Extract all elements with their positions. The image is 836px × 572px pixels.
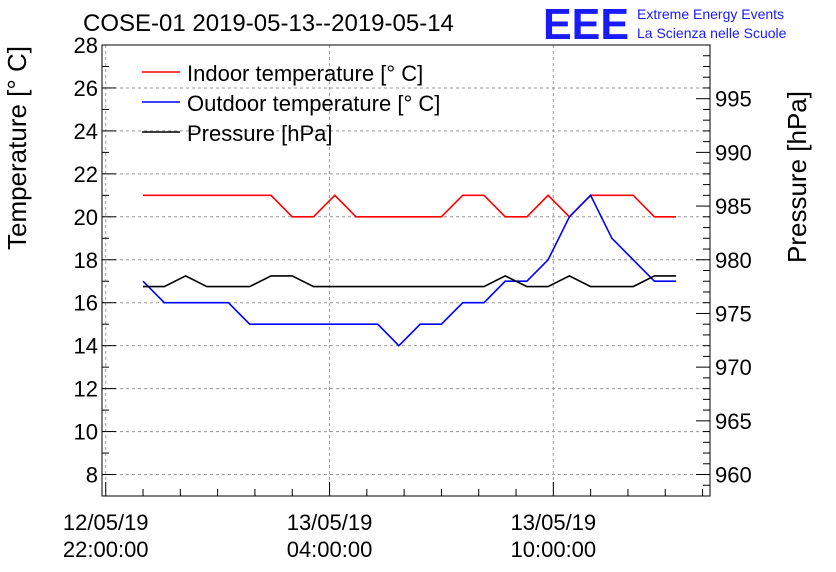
tick-labels: 8 10 12 14 16 18 20 22 24 26 28 960 965 970 975 980 985 9… — [63, 33, 752, 562]
chart-title: COSE-01 2019-05-13--2019-05-14 — [83, 10, 454, 37]
y2-tick-label: 970 — [715, 355, 752, 380]
y-tick-label: 26 — [74, 76, 98, 101]
legend-label-pressure: Pressure [hPa] — [187, 121, 333, 146]
y-tick-label: 24 — [74, 119, 98, 144]
data-series — [142, 193, 677, 347]
y-tick-label: 20 — [74, 205, 98, 230]
pressure-line — [143, 275, 677, 288]
y-tick-label: 16 — [74, 291, 98, 316]
y2-tick-label: 960 — [715, 463, 752, 488]
y2-axis-title: Pressure [hPa] — [782, 91, 812, 263]
x-tick-label-date: 12/05/19 — [63, 510, 149, 535]
legend-label-indoor: Indoor temperature [° C] — [187, 61, 423, 86]
y2-tick-label: 990 — [715, 140, 752, 165]
x-tick-label-time: 10:00:00 — [511, 537, 597, 562]
y-tick-label: 22 — [74, 162, 98, 187]
eee-logo-mark: EEE — [543, 0, 629, 49]
y-tick-label: 12 — [74, 377, 98, 402]
y-tick-label: 18 — [74, 248, 98, 273]
x-tick-label-date: 13/05/19 — [511, 510, 597, 535]
legend-label-outdoor: Outdoor temperature [° C] — [187, 91, 440, 116]
y-tick-label: 10 — [74, 420, 98, 445]
axis-ticks — [102, 44, 710, 497]
outdoor-temperature-line — [142, 193, 677, 347]
y2-tick-label: 985 — [715, 194, 752, 219]
x-tick-label-time: 22:00:00 — [63, 537, 149, 562]
logo-line1: Extreme Energy Events — [637, 6, 784, 22]
x-tick-label-time: 04:00:00 — [287, 537, 373, 562]
y2-tick-label: 975 — [715, 301, 752, 326]
x-tick-label-date: 13/05/19 — [287, 510, 373, 535]
y-tick-label: 28 — [74, 33, 98, 58]
y-axis-title: Temperature [° C] — [2, 46, 32, 250]
y2-tick-label: 995 — [715, 87, 752, 112]
y-tick-label: 8 — [86, 463, 98, 488]
logo-line2: La Scienza nelle Scuole — [637, 25, 787, 41]
eee-logo: EEE Extreme Energy Events La Scienza nel… — [543, 0, 787, 49]
legend: Indoor temperature [° C] Outdoor tempera… — [142, 61, 440, 146]
y2-tick-label: 965 — [715, 409, 752, 434]
y-tick-label: 14 — [74, 334, 98, 359]
y2-tick-label: 980 — [715, 248, 752, 273]
